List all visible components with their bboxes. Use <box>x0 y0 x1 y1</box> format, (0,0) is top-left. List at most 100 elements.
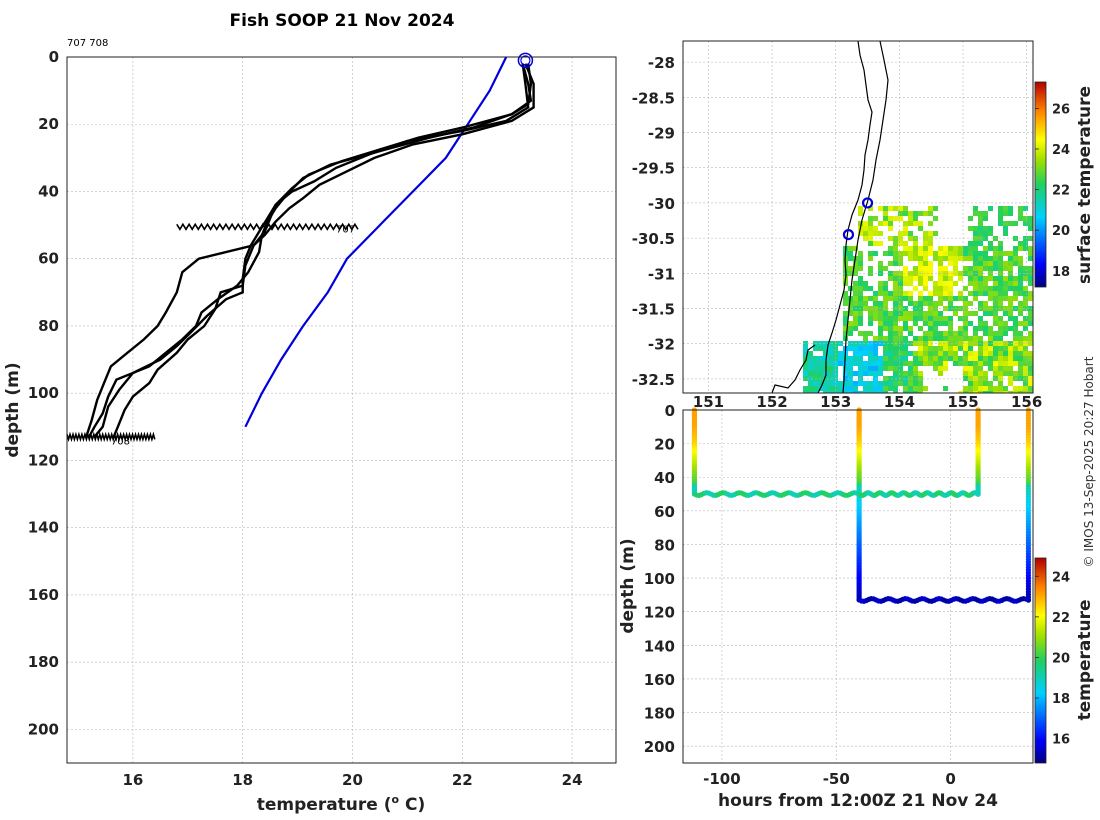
sst-cell <box>903 336 908 341</box>
sst-cell <box>813 391 818 393</box>
sst-cell <box>858 291 863 296</box>
sst-cell <box>988 346 993 351</box>
sst-cell <box>893 281 898 286</box>
sst-cell <box>1028 221 1033 226</box>
sst-cell <box>858 361 863 366</box>
profile-xtick: 20 <box>342 771 363 789</box>
sst-cell <box>868 331 873 336</box>
sst-cell <box>863 306 868 311</box>
sst-cell <box>843 291 848 296</box>
sst-cell <box>973 276 978 281</box>
sst-cell <box>923 331 928 336</box>
sst-cell <box>928 326 933 331</box>
sst-cell <box>998 221 1003 226</box>
sst-cell <box>848 271 853 276</box>
sst-cell <box>1023 236 1028 241</box>
profile-ids-label: 707 708 <box>67 38 108 49</box>
sst-cell <box>973 241 978 246</box>
sst-cell <box>868 316 873 321</box>
sst-cell <box>978 366 983 371</box>
sst-cell <box>868 311 873 316</box>
sst-cell <box>923 261 928 266</box>
sst-cell <box>1018 291 1023 296</box>
sst-cell <box>848 361 853 366</box>
sst-cell <box>933 361 938 366</box>
sst-cell <box>1008 256 1013 261</box>
sst-cell <box>1023 371 1028 376</box>
sst-cell <box>953 356 958 361</box>
sst-cell <box>883 391 888 393</box>
sst-cell <box>1008 366 1013 371</box>
sst-cell <box>883 216 888 221</box>
sst-cell <box>1018 216 1023 221</box>
sst-cell <box>843 376 848 381</box>
sst-cell <box>893 286 898 291</box>
sst-cell <box>923 296 928 301</box>
sst-cell <box>1013 331 1018 336</box>
sst-cell <box>933 346 938 351</box>
sst-cell <box>1013 351 1018 356</box>
profile-line-708-b <box>93 63 533 438</box>
sst-cell <box>943 246 948 251</box>
sst-cell <box>973 391 978 393</box>
sst-cell <box>803 341 808 346</box>
sst-cell <box>898 296 903 301</box>
sst-cell <box>858 231 863 236</box>
sst-cell <box>1023 241 1028 246</box>
sst-cell <box>878 231 883 236</box>
sst-cell <box>1028 371 1033 376</box>
sst-cell <box>1003 346 1008 351</box>
sst-cell <box>878 311 883 316</box>
sst-cell <box>938 296 943 301</box>
sst-cell <box>853 286 858 291</box>
profile-ytick: 40 <box>38 182 59 200</box>
sst-cell <box>968 386 973 391</box>
sst-cell <box>998 366 1003 371</box>
sst-cell <box>908 236 913 241</box>
sst-cell <box>853 371 858 376</box>
temperature-colorbar-label: temperature <box>1075 599 1095 720</box>
sst-cell <box>803 391 808 393</box>
sst-cell <box>983 346 988 351</box>
sst-cell <box>843 296 848 301</box>
sst-cell <box>893 371 898 376</box>
sst-cell <box>863 346 868 351</box>
sst-cell <box>1008 271 1013 276</box>
sst-cell <box>968 281 973 286</box>
sst-cell <box>843 311 848 316</box>
sst-cell <box>878 336 883 341</box>
sst-cell <box>998 351 1003 356</box>
sst-cell <box>893 236 898 241</box>
sst-cell <box>948 326 953 331</box>
sst-cell <box>998 361 1003 366</box>
sst-cell <box>1013 356 1018 361</box>
sst-cell <box>938 301 943 306</box>
sst-cell <box>803 356 808 361</box>
sst-cell <box>1023 221 1028 226</box>
sst-cell <box>913 361 918 366</box>
sst-cell <box>933 216 938 221</box>
profile-xtick: 24 <box>562 771 583 789</box>
sst-cell <box>883 206 888 211</box>
sst-cell <box>883 336 888 341</box>
sst-cell <box>1018 261 1023 266</box>
sst-cell <box>993 301 998 306</box>
sst-cell <box>918 261 923 266</box>
sst-cell <box>943 341 948 346</box>
sst-cell <box>1023 321 1028 326</box>
sst-cell <box>1023 391 1028 393</box>
sst-cell <box>978 316 983 321</box>
sst-cell <box>963 391 968 393</box>
sst-cell <box>1023 386 1028 391</box>
sst-cell <box>923 301 928 306</box>
sst-cell <box>883 346 888 351</box>
sst-cell <box>863 281 868 286</box>
sst-cell <box>988 356 993 361</box>
sst-cell <box>983 211 988 216</box>
sst-cell <box>953 246 958 251</box>
sst-cell <box>938 316 943 321</box>
sst-cell <box>988 266 993 271</box>
sst-cell <box>963 296 968 301</box>
sst-cell <box>943 361 948 366</box>
sst-cell <box>898 346 903 351</box>
